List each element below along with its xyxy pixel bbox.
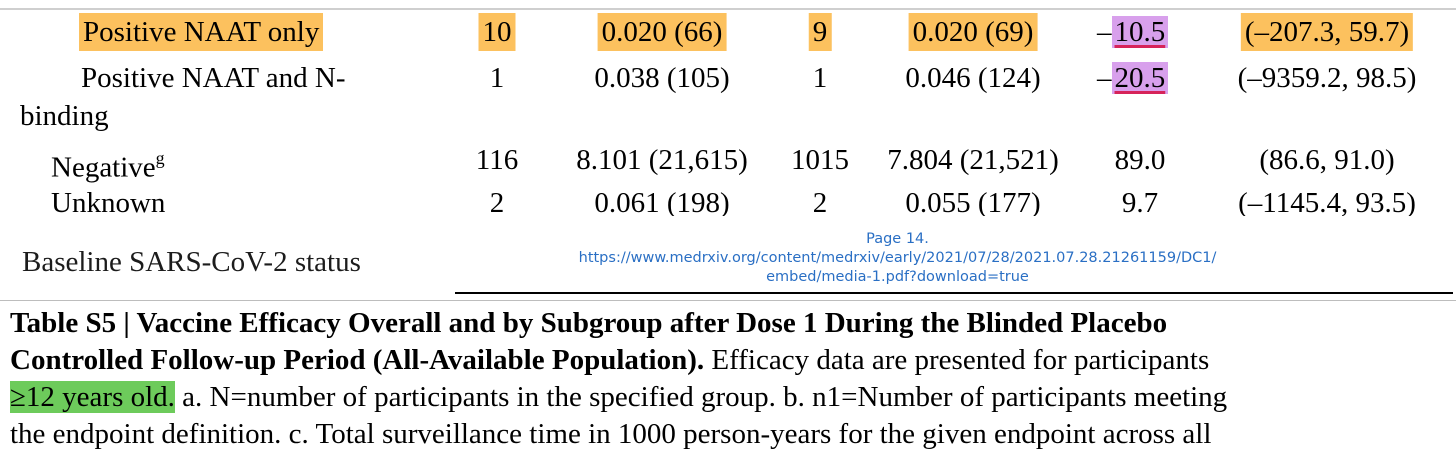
- n1-placebo: 9: [808, 13, 832, 51]
- ve-value: –10.5: [1097, 13, 1169, 51]
- caption-title: Table S5 | Vaccine Efficacy Overall and …: [10, 307, 1168, 339]
- rate-vaccine: 0.020 (66): [597, 13, 727, 51]
- caption-line-2: Controlled Follow-up Period (All-Availab…: [10, 342, 1456, 379]
- efficacy-table-snippet: Positive NAAT only 10 0.020 (66) 9 0.020…: [20, 13, 1417, 219]
- n1-vaccine: 1: [489, 62, 505, 94]
- rate-vaccine: 0.038 (105): [594, 62, 730, 94]
- n1-vaccine: 116: [475, 144, 519, 176]
- n1-placebo: 2: [812, 187, 828, 219]
- footnote-marker: g: [155, 148, 165, 168]
- top-border: [0, 8, 1456, 10]
- caption-line-1: Table S5 | Vaccine Efficacy Overall and …: [10, 305, 1456, 342]
- rate-vaccine: 8.101 (21,615): [576, 144, 748, 176]
- n1-placebo: 1015: [791, 144, 849, 176]
- baseline-status-label: Baseline SARS-CoV-2 status: [22, 246, 361, 278]
- n1-vaccine: 10: [478, 13, 516, 51]
- age-highlight: ≥12 years old.: [10, 381, 175, 413]
- row-label-line2: binding: [20, 100, 109, 132]
- row-label: Unknown: [51, 187, 166, 219]
- source-url-line2[interactable]: embed/media-1.pdf?download=true: [766, 269, 1029, 285]
- caption-text: the endpoint definition. c. Total survei…: [10, 418, 1212, 450]
- ve-number: 10.5: [1111, 16, 1169, 48]
- confidence-interval: (–1145.4, 93.5): [1238, 187, 1416, 219]
- row-label: Negativeg: [51, 141, 165, 187]
- confidence-interval: (–207.3, 59.7): [1240, 13, 1414, 51]
- row-label: Positive NAAT only: [79, 13, 324, 51]
- source-url-line1[interactable]: https://www.medrxiv.org/content/medrxiv/…: [578, 250, 1217, 266]
- n1-vaccine: 2: [489, 187, 505, 219]
- ve-value: –20.5: [1097, 59, 1169, 97]
- n1-placebo: 1: [812, 62, 828, 94]
- rate-placebo: 0.055 (177): [905, 187, 1041, 219]
- rate-vaccine: 0.061 (198): [594, 187, 730, 219]
- caption-text: Efficacy data are presented for particip…: [704, 344, 1210, 376]
- caption-line-3: ≥12 years old. a. N=number of participan…: [10, 379, 1456, 416]
- ve-number: 20.5: [1111, 62, 1169, 94]
- row-label-text: Negative: [51, 151, 156, 184]
- ve-value: 89.0: [1114, 144, 1166, 176]
- caption-title-cont: Controlled Follow-up Period (All-Availab…: [10, 344, 705, 376]
- ve-sign: –: [1097, 62, 1112, 94]
- confidence-interval: (86.6, 91.0): [1259, 144, 1395, 176]
- rate-placebo: 0.020 (69): [908, 13, 1038, 51]
- source-overlay: Baseline SARS-CoV-2 status Page 14. http…: [0, 216, 1456, 298]
- ve-sign: –: [1097, 16, 1112, 48]
- rate-placebo: 7.804 (21,521): [887, 144, 1059, 176]
- section-divider: [0, 300, 1456, 301]
- caption-line-4: the endpoint definition. c. Total survei…: [10, 416, 1456, 453]
- source-note: Page 14. https://www.medrxiv.org/content…: [455, 230, 1340, 287]
- ve-value: 9.7: [1121, 187, 1159, 219]
- rate-placebo: 0.046 (124): [905, 62, 1041, 94]
- table-caption: Table S5 | Vaccine Efficacy Overall and …: [10, 305, 1456, 453]
- row-label-line1: Positive NAAT and N-: [81, 62, 346, 94]
- table-rule: [455, 292, 1453, 294]
- page-number: Page 14.: [866, 231, 929, 247]
- caption-text: a. N=number of participants in the speci…: [174, 381, 1228, 413]
- confidence-interval: (–9359.2, 98.5): [1237, 62, 1417, 94]
